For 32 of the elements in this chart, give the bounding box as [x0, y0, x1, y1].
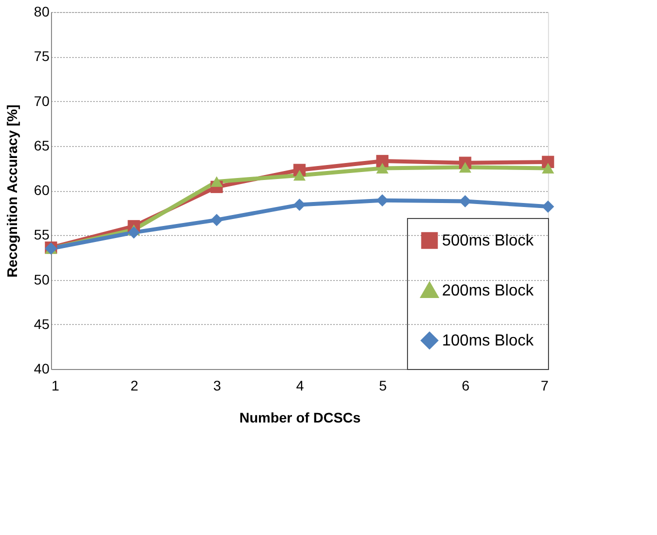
point: [376, 162, 388, 174]
point: [542, 162, 554, 174]
x-axis-title: Number of DCSCs: [239, 410, 361, 426]
y-tick-label: 55: [34, 226, 50, 243]
point: [542, 200, 554, 213]
y-axis-title: Recognition Accuracy [%]: [4, 104, 20, 278]
y-tick-label: 50: [34, 271, 50, 288]
point: [293, 170, 306, 181]
y-tick-label: 40: [34, 360, 50, 376]
legend-label: 500ms Block: [442, 232, 535, 250]
y-tick-label: 75: [34, 48, 50, 64]
point: [210, 214, 223, 226]
point: [210, 176, 223, 187]
point: [459, 195, 472, 208]
point: [128, 226, 140, 239]
y-tick-label: 80: [34, 4, 50, 20]
x-tick-label: 3: [213, 378, 222, 394]
point: [376, 194, 388, 206]
y-tick-label: 60: [34, 182, 50, 198]
x-tick-label: 6: [462, 378, 470, 394]
x-tick-label: 1: [52, 378, 60, 394]
x-tick-label: 5: [378, 378, 387, 394]
y-tick-label: 45: [34, 316, 50, 332]
point: [459, 162, 472, 173]
x-tick-label: 4: [296, 378, 304, 394]
y-tick-label: 70: [34, 92, 50, 109]
legend-label: 100ms Block: [442, 332, 535, 350]
x-tick-label: 2: [130, 378, 138, 394]
point: [376, 154, 388, 168]
legend-label: 200ms Block: [442, 282, 535, 300]
y-tick-label: 65: [34, 137, 50, 154]
x-tick-label: 7: [540, 378, 549, 394]
